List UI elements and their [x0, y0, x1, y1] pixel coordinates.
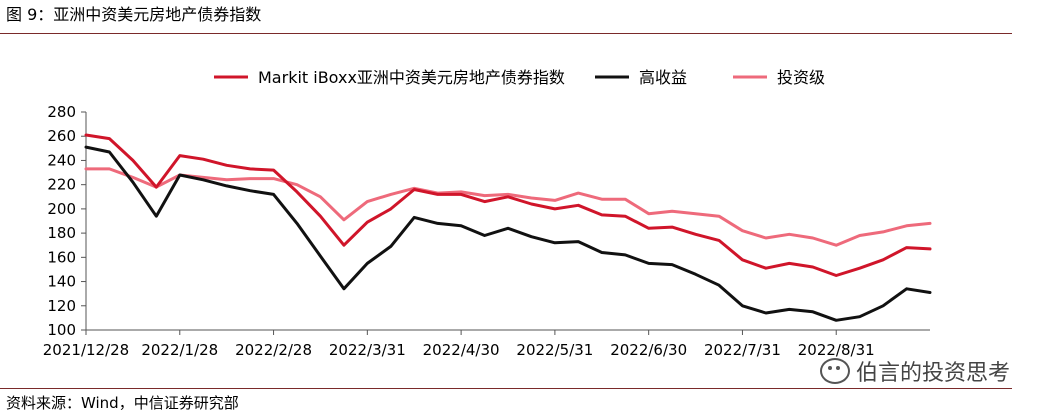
- y-tick-label: 160: [47, 248, 76, 266]
- legend-label-0: Markit iBoxx亚洲中资美元房地产债券指数: [258, 68, 565, 87]
- y-tick-label: 180: [47, 224, 76, 242]
- x-tick-label: 2022/2/28: [235, 341, 312, 359]
- chart-legend: Markit iBoxx亚洲中资美元房地产债券指数 高收益 投资级: [214, 68, 825, 87]
- y-tick-label: 120: [47, 297, 76, 315]
- x-tick-label: 2022/7/31: [704, 341, 781, 359]
- legend-label-2: 投资级: [777, 68, 825, 87]
- x-tick-label: 2022/8/31: [798, 341, 875, 359]
- chart-series: [84, 133, 932, 322]
- x-tick-label: 2021/12/28: [43, 341, 129, 359]
- y-tick-label: 140: [47, 273, 76, 291]
- watermark: 伯言的投资思考: [819, 355, 1010, 387]
- y-tick-label: 220: [47, 176, 76, 194]
- source-divider: [0, 388, 1012, 389]
- y-tick-label: 280: [47, 103, 76, 121]
- figure-title: 图 9：亚洲中资美元房地产债券指数: [6, 5, 262, 24]
- y-tick-label: 240: [47, 151, 76, 169]
- legend-label-1: 高收益: [639, 68, 687, 87]
- y-tick-label: 200: [47, 200, 76, 218]
- x-tick-label: 2022/4/30: [423, 341, 500, 359]
- y-tick-label: 100: [47, 321, 76, 339]
- series-line-0: [84, 133, 932, 277]
- source-note: 资料来源：Wind，中信证券研究部: [6, 394, 239, 412]
- x-tick-label: 2022/1/28: [141, 341, 218, 359]
- wechat-icon: [819, 358, 850, 384]
- watermark-text: 伯言的投资思考: [855, 361, 1010, 386]
- series-line-2: [84, 167, 932, 247]
- series-line-1: [84, 145, 932, 322]
- chart-axes: 100 120 140 160 180 200 220 240 260 280 2021/12/28…: [43, 103, 930, 359]
- title-divider: [0, 33, 1012, 34]
- x-tick-label: 2022/6/30: [610, 341, 687, 359]
- x-tick-label: 2022/3/31: [329, 341, 406, 359]
- x-tick-label: 2022/5/31: [516, 341, 593, 359]
- y-tick-label: 260: [47, 127, 76, 145]
